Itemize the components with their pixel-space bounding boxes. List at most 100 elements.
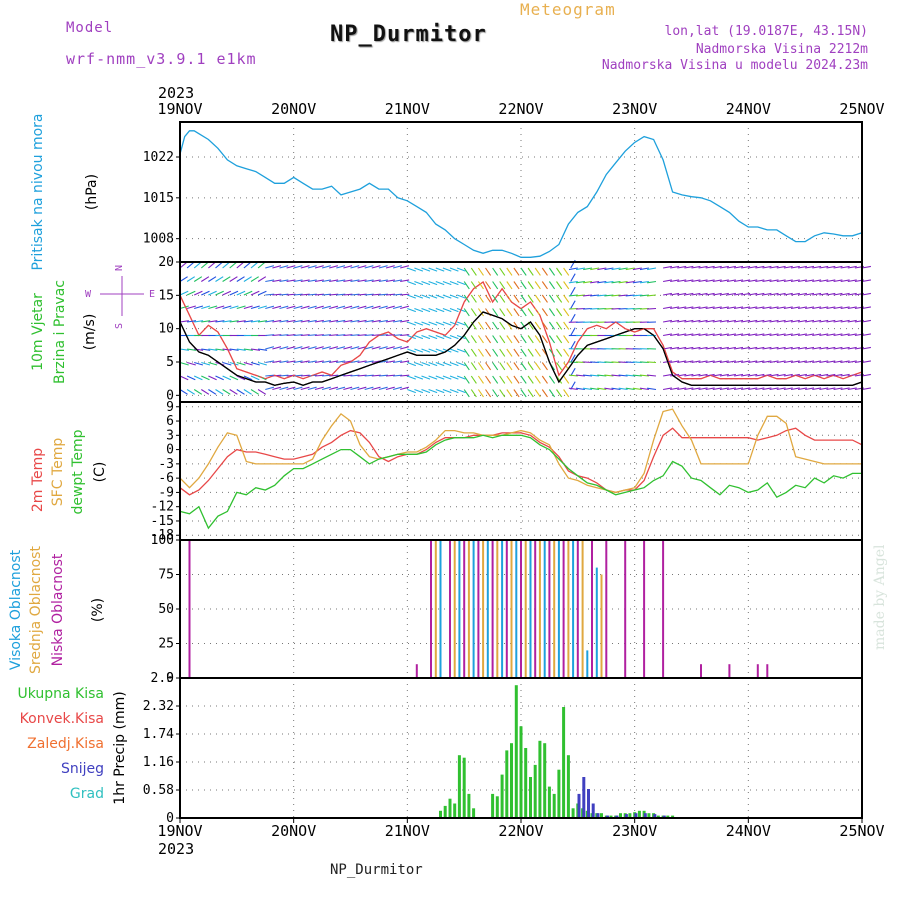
wind-arrow [378, 346, 388, 350]
wind-arrow [314, 265, 324, 269]
wind-arrow [350, 319, 360, 323]
wind-arrow [300, 293, 310, 296]
temp-ylabel-2m: 2m Temp [30, 448, 46, 512]
wind-arrow [762, 360, 772, 364]
wind-arrow [632, 267, 642, 271]
wind-arrow [193, 290, 203, 296]
wind-arrow [812, 387, 822, 391]
wind-arrow [236, 348, 246, 351]
wind-arrow [229, 348, 239, 351]
compass-letter: N [114, 265, 125, 271]
wind-arrow [470, 308, 477, 317]
wind-arrow [435, 388, 445, 394]
wind-arrow [449, 375, 459, 380]
wind-arrow [684, 373, 694, 377]
time-tick-top: 19NOV [157, 100, 202, 118]
wind-arrow [307, 346, 317, 350]
wind-arrow [513, 362, 520, 371]
ytick-label: 10 [158, 322, 174, 337]
wind-arrow [236, 389, 245, 395]
bar-precip-1 [634, 813, 638, 818]
wind-arrow [847, 292, 857, 296]
wind-arrow [442, 388, 452, 394]
wind-arrow [840, 360, 850, 364]
wind-arrow [322, 319, 331, 323]
wind-arrow [442, 334, 452, 340]
bar-precip-0 [505, 750, 509, 818]
wind-arrow [556, 294, 563, 303]
wind-arrow [741, 292, 751, 296]
wind-arrow [847, 265, 857, 269]
cloud-unit: (%) [90, 598, 106, 622]
wind-arrow [583, 294, 593, 297]
wind-arrow [250, 305, 260, 310]
wind-arrow [371, 319, 381, 323]
wind-arrow [783, 292, 793, 296]
panel-wind [176, 261, 863, 403]
wind-arrow [520, 362, 527, 371]
bar-precip-0 [524, 748, 528, 818]
wind-arrow [776, 387, 786, 391]
wind-arrow [575, 294, 585, 297]
wind-arrow [625, 374, 635, 377]
wind-arrow [712, 319, 722, 323]
wind-arrow [762, 265, 772, 269]
wind-arrow [492, 348, 499, 357]
bar-clouds-0 [700, 664, 702, 678]
wind-arrow [520, 321, 527, 330]
product-title: Meteogram [520, 0, 616, 19]
wind-arrow [611, 374, 621, 377]
wind-arrow [343, 374, 353, 377]
wind-arrow [670, 373, 680, 377]
bar-clouds-0 [463, 540, 466, 678]
wind-arrow [243, 375, 253, 381]
wind-arrow [449, 334, 459, 340]
wind-arrow [513, 267, 520, 276]
bar-precip-0 [533, 764, 537, 818]
wind-arrow [684, 306, 694, 310]
wind-arrow [783, 279, 793, 283]
wind-arrow [265, 334, 275, 337]
wind-arrow [826, 387, 836, 391]
wind-arrow [279, 360, 289, 364]
wind-arrow [513, 375, 520, 384]
wind-arrow [861, 319, 871, 323]
wind-arrow [527, 389, 534, 398]
wind-arrow [236, 320, 246, 323]
bar-precip-0 [453, 803, 457, 818]
wind-arrow [456, 321, 466, 326]
ytick-label: 20 [158, 255, 174, 270]
wind-arrow [556, 375, 563, 384]
wind-arrow [357, 293, 367, 296]
wind-arrow [265, 319, 275, 323]
ytick-label: 1022 [143, 150, 174, 165]
wind-arrow [265, 360, 275, 364]
wind-arrow [208, 290, 217, 296]
wind-arrow [300, 319, 310, 323]
wind-arrow [597, 387, 607, 391]
wind-arrow [618, 294, 628, 297]
wind-arrow [798, 346, 807, 350]
wind-arrow [421, 334, 431, 340]
wind-arrow [805, 333, 815, 337]
wind-arrow [257, 305, 267, 310]
wind-arrow [343, 346, 353, 350]
wind-arrow [385, 319, 395, 323]
wind-arrow [755, 360, 765, 364]
wind-arrow [755, 387, 765, 391]
bar-clouds-1 [567, 540, 570, 678]
wind-arrow [371, 293, 381, 296]
wind-arrow [200, 261, 209, 269]
wind-arrow [705, 306, 715, 310]
bar-clouds-0 [576, 540, 579, 678]
wind-arrow [790, 333, 800, 337]
wind-arrow [805, 306, 815, 310]
wind-arrow [861, 333, 871, 337]
ytick-label: 2.32 [143, 699, 174, 714]
wind-arrow [840, 265, 850, 269]
wind-arrow [548, 321, 556, 330]
wind-arrow [407, 267, 416, 272]
wind-arrow [776, 319, 786, 323]
wind-arrow [812, 360, 822, 364]
station-elevation: Nadmorska Visina 2212m [695, 42, 868, 57]
